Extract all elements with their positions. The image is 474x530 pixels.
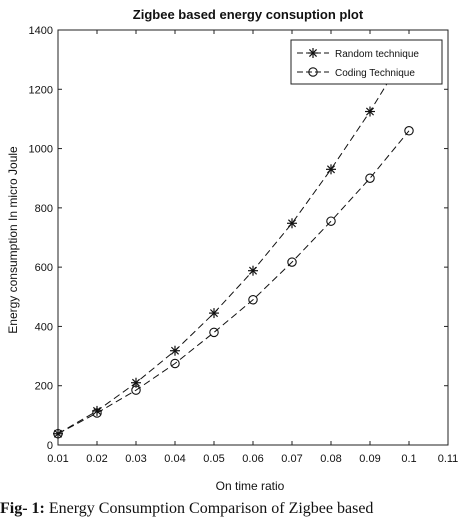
x-tick-label: 0.09 xyxy=(359,453,380,465)
x-tick-label: 0.1 xyxy=(401,453,416,465)
figure-caption: Fig- 1: Energy Consumption Comparison of… xyxy=(0,500,474,528)
y-tick-label: 1200 xyxy=(29,84,53,96)
y-tick-label: 0 xyxy=(47,440,53,452)
legend-label-1: Random technique xyxy=(335,49,419,60)
chart-title: Zigbee based energy consuption plot xyxy=(133,7,364,22)
y-tick-label: 1000 xyxy=(29,144,53,156)
x-tick-label: 0.11 xyxy=(438,453,459,465)
data-point-circle xyxy=(365,173,375,183)
y-tick-label: 200 xyxy=(35,381,53,393)
data-point-circle xyxy=(326,216,336,226)
data-point-asterisk xyxy=(287,218,297,229)
x-tick-label: 0.01 xyxy=(47,453,68,465)
data-point-asterisk xyxy=(248,265,258,276)
plot-area xyxy=(57,29,449,446)
y-axis-label: Energy consumption In micro Joule xyxy=(6,146,20,334)
x-tick-label: 0.08 xyxy=(320,453,341,465)
data-point-circle xyxy=(92,408,102,418)
x-tick-label: 0.05 xyxy=(203,453,224,465)
data-point-asterisk xyxy=(365,106,375,117)
data-point-circle xyxy=(170,358,180,369)
line-chart: Zigbee based energy consuption plot 0 200… xyxy=(6,7,458,493)
legend: Random technique Coding Technique xyxy=(290,39,443,85)
x-tick-label: 0.06 xyxy=(242,453,263,465)
y-tick-label: 1400 xyxy=(29,25,53,37)
x-axis: 0.01 0.02 0.03 0.04 0.05 0.06 0.07 0.08 0.09 0.1 0… xyxy=(47,30,458,465)
series-layer xyxy=(53,42,414,439)
y-tick-label: 400 xyxy=(35,321,53,333)
data-point-circle xyxy=(404,126,414,136)
legend-box xyxy=(290,39,443,85)
series-line-1 xyxy=(57,47,410,435)
legend-label-2: Coding Technique xyxy=(335,68,415,79)
data-point-circle xyxy=(209,327,219,338)
data-point-asterisk xyxy=(53,428,63,439)
legend-marker-asterisk xyxy=(308,48,318,58)
x-tick-label: 0.04 xyxy=(164,453,185,465)
caption-label: Fig- 1: xyxy=(0,500,45,517)
series-line-2 xyxy=(57,130,410,435)
data-point-asterisk xyxy=(170,345,180,356)
data-point-circle xyxy=(248,294,258,305)
y-tick-label: 600 xyxy=(35,262,53,274)
y-tick-label: 800 xyxy=(35,203,53,215)
data-point-circle xyxy=(53,428,63,439)
x-tick-label: 0.07 xyxy=(281,453,302,465)
data-point-circle xyxy=(131,385,141,395)
legend-marker-circle xyxy=(308,67,318,77)
x-tick-label: 0.03 xyxy=(125,453,146,465)
caption-text: Energy Consumption Comparison of Zigbee … xyxy=(44,500,374,517)
x-tick-label: 0.02 xyxy=(86,453,107,465)
x-axis-label: On time ratio xyxy=(216,479,285,493)
data-point-asterisk xyxy=(209,308,219,319)
data-point-circle xyxy=(287,257,297,267)
y-axis: 0 200 400 600 800 1000 1200 1400 xyxy=(29,25,448,452)
data-point-asterisk xyxy=(326,164,336,175)
